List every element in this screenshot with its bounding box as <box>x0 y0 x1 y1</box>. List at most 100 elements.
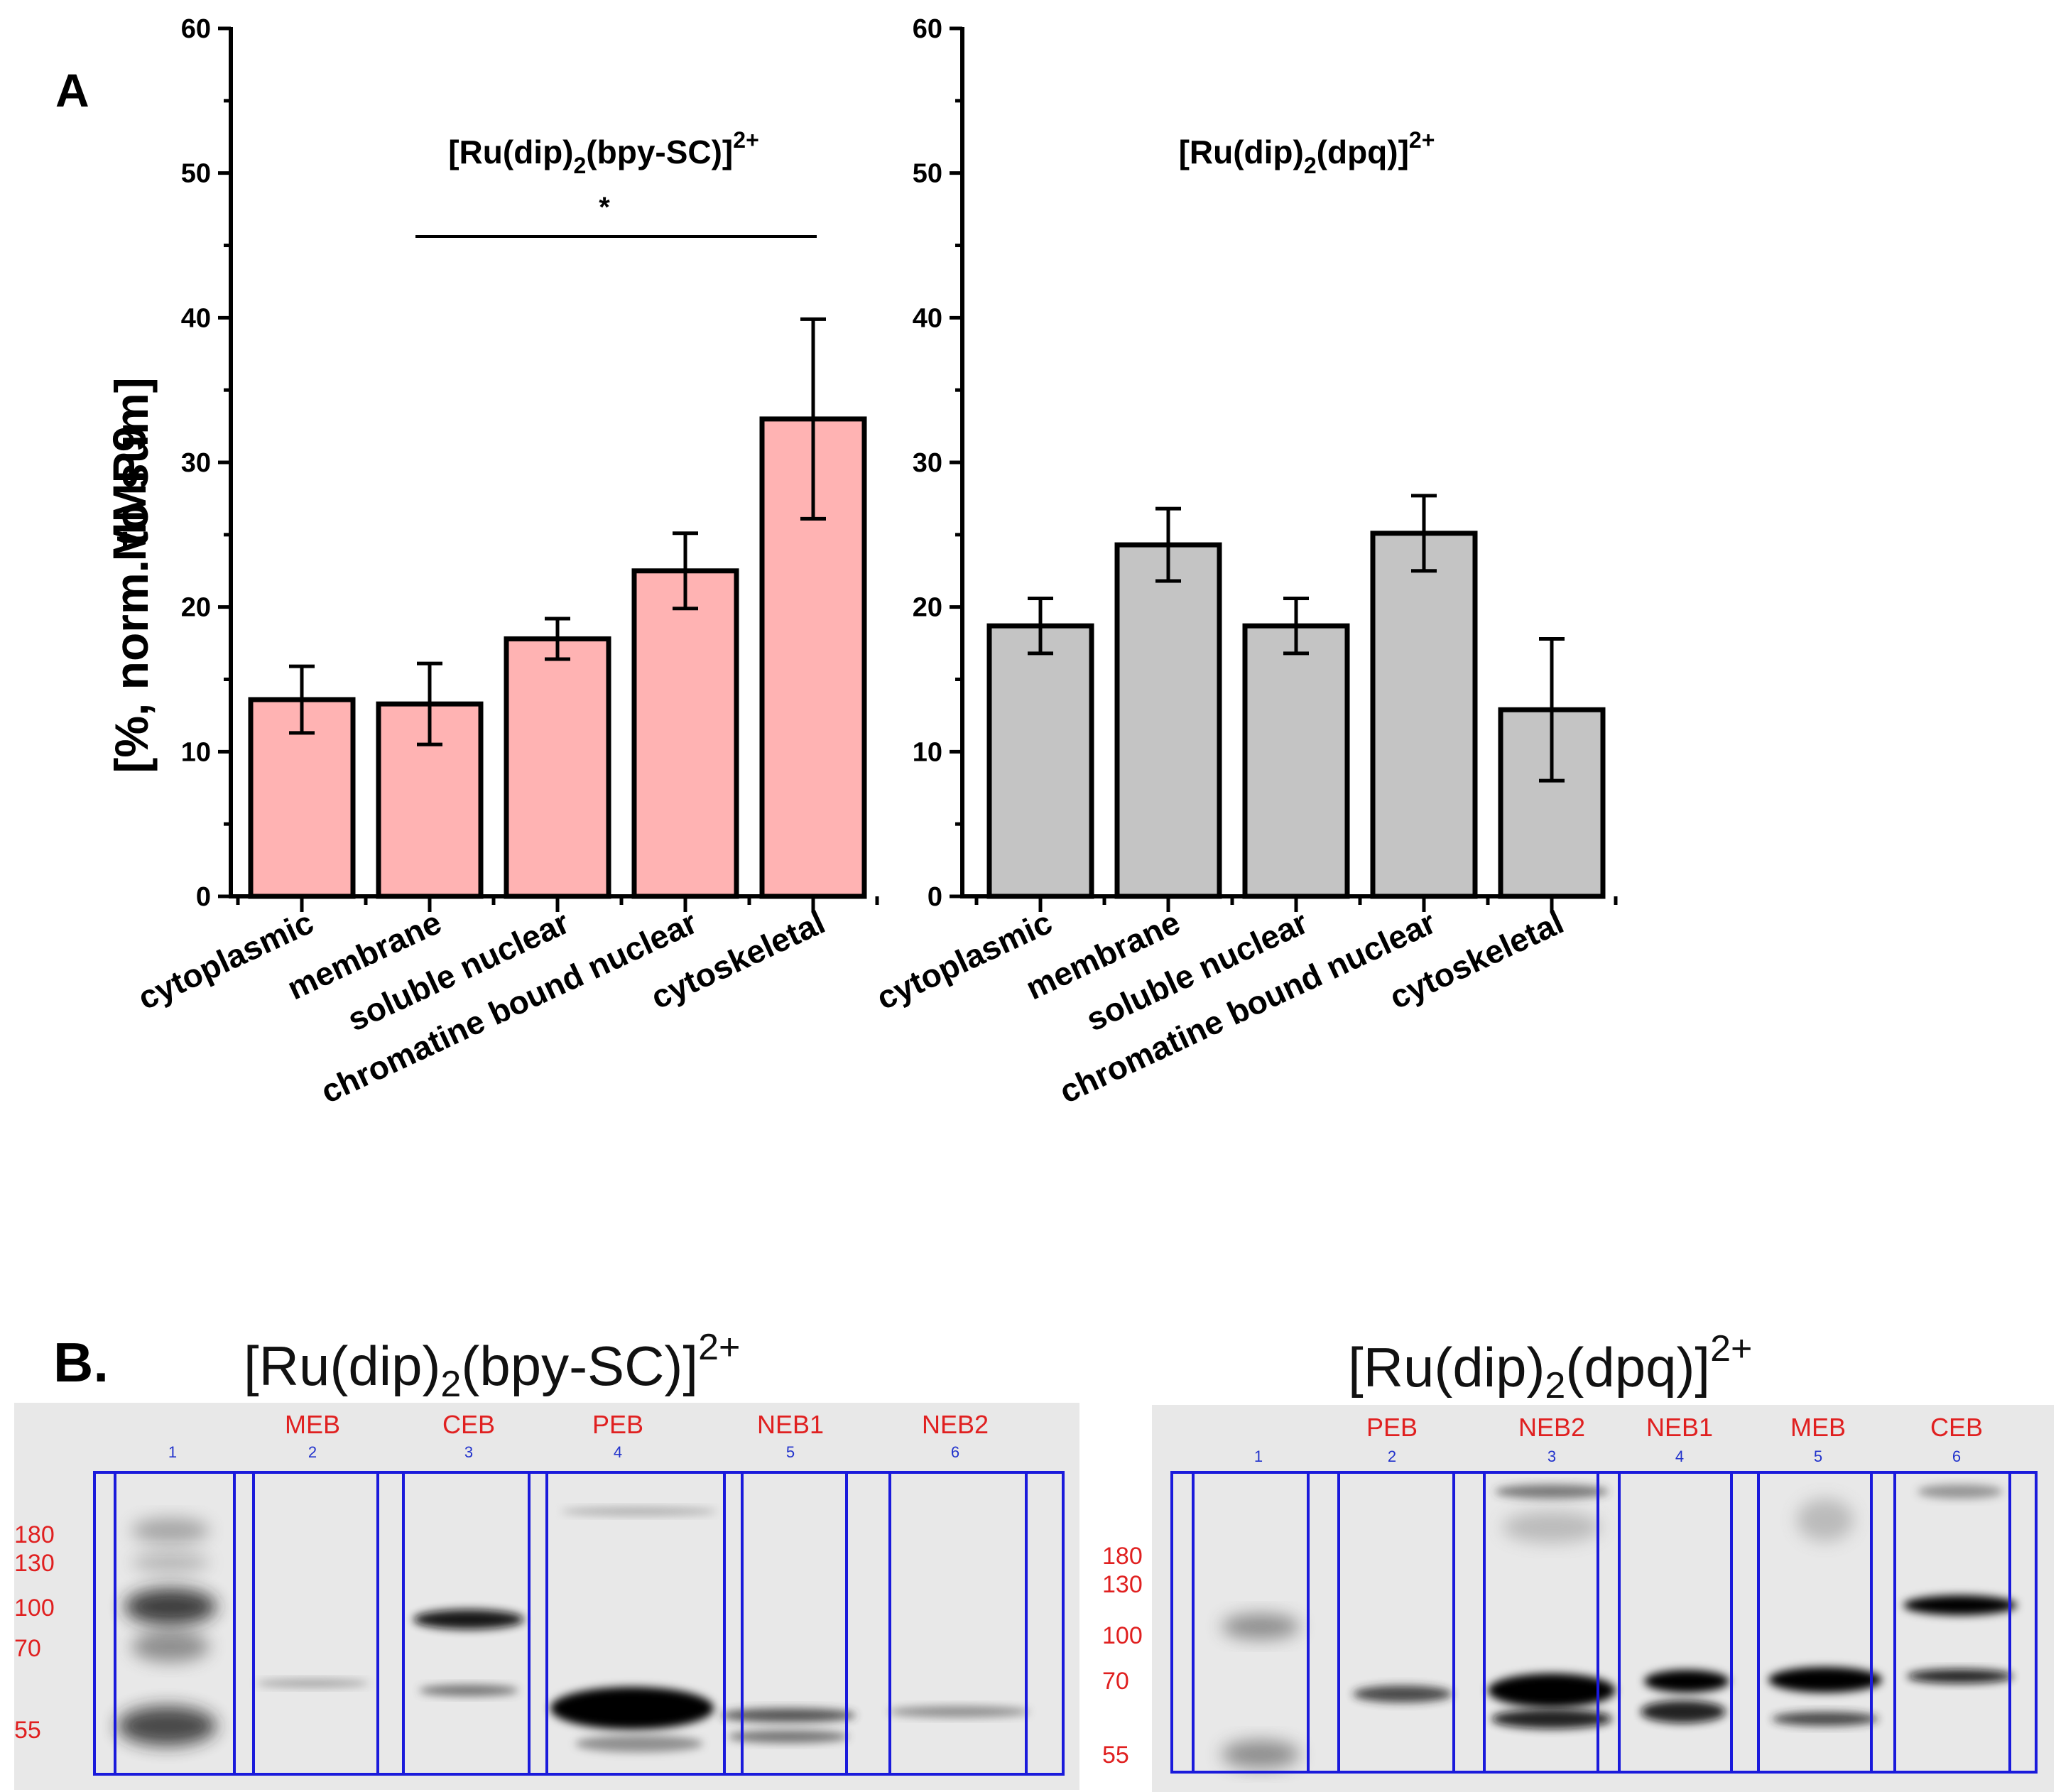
y-tick-label: 10 <box>913 737 942 767</box>
protein-band <box>1353 1685 1452 1703</box>
lane-number: 4 <box>614 1443 622 1461</box>
bar <box>1114 542 1222 899</box>
protein-band <box>1488 1673 1616 1707</box>
lane-frame <box>1170 1471 2038 1774</box>
blot-left-title-sub: 2 <box>440 1364 461 1405</box>
protein-band <box>575 1735 703 1752</box>
protein-band <box>1772 1712 1878 1726</box>
protein-band <box>1491 1709 1612 1729</box>
lane-name: MEB <box>1790 1413 1846 1442</box>
error-bar <box>289 664 315 735</box>
lane-number: 6 <box>1952 1448 1961 1465</box>
error-bar <box>800 317 826 521</box>
y-tick-label: 20 <box>181 593 211 623</box>
ladder-band <box>131 1553 210 1573</box>
chart-right: [Ru(dip)2(dpq)]2+ 0 10 20 30 40 50 60 cytoplas… <box>871 14 1618 1110</box>
y-tick-label: 10 <box>181 737 211 767</box>
lane-name: MEB <box>285 1410 340 1439</box>
blot-right-title-sup: 2+ <box>1710 1328 1752 1369</box>
y-tick-label: 0 <box>928 882 942 912</box>
chart-right-title: [Ru(dip)2(dpq)]2+ <box>1179 127 1435 178</box>
error-bar <box>417 661 442 746</box>
protein-band <box>1768 1667 1882 1693</box>
y-tick-label: 60 <box>913 14 942 44</box>
protein-band <box>728 1730 849 1743</box>
y-tick-label: 0 <box>196 882 211 912</box>
error-bar <box>1155 506 1181 583</box>
mw-marker-label: 130 <box>14 1550 55 1577</box>
blot-right-title-rest: (dpq)] <box>1565 1336 1710 1399</box>
protein-band <box>561 1507 717 1516</box>
blot-right-bands <box>1222 1484 2017 1769</box>
blot-left-title-base: [Ru(dip) <box>244 1335 440 1397</box>
significance-star: * <box>599 192 610 223</box>
bar <box>759 416 867 899</box>
ladder-band <box>124 1588 217 1625</box>
ladder-band <box>131 1518 210 1543</box>
lane-name: PEB <box>592 1410 643 1439</box>
ladder-band <box>1222 1614 1300 1639</box>
error-bar <box>1539 636 1565 783</box>
significance-marker: * <box>415 192 817 238</box>
mw-marker-label: 100 <box>14 1595 55 1622</box>
chart-right-title-sub: 2 <box>1304 153 1317 178</box>
error-bar <box>545 617 570 661</box>
y-tick-label: 30 <box>913 448 942 478</box>
mw-marker-label: 70 <box>1102 1668 1129 1695</box>
blot-right-title-sub: 2 <box>1545 1365 1565 1406</box>
lane-name: NEB1 <box>757 1410 824 1439</box>
blot-right-title-base: [Ru(dip) <box>1348 1336 1545 1399</box>
y-tick-label: 30 <box>181 448 211 478</box>
blot-right-background <box>1152 1405 2054 1792</box>
protein-band <box>1641 1700 1726 1723</box>
ladder-band <box>1222 1740 1300 1769</box>
protein-band <box>1918 1484 2003 1499</box>
blot-left-lane-boxes <box>93 1471 1065 1776</box>
lane-name: NEB2 <box>1518 1413 1585 1442</box>
error-bar <box>1283 596 1309 656</box>
lane-name: NEB2 <box>922 1410 989 1439</box>
lane-number: 4 <box>1675 1448 1684 1465</box>
chart-left-title: [Ru(dip)2(bpy-SC)]2+ <box>448 127 759 178</box>
ladder-band <box>131 1631 210 1662</box>
panel-a-letter: A <box>55 64 89 116</box>
chart-left-title-rest: (bpy-SC)] <box>586 134 733 170</box>
protein-band <box>1502 1511 1601 1543</box>
lane-name: NEB1 <box>1646 1413 1713 1442</box>
mw-marker-label: 55 <box>1102 1742 1129 1769</box>
protein-band <box>1495 1484 1609 1499</box>
lane-number: 6 <box>951 1443 959 1461</box>
protein-band <box>1797 1499 1854 1541</box>
blot-right-lane-boxes <box>1170 1471 2038 1774</box>
lane-number: 3 <box>464 1443 473 1461</box>
protein-band <box>888 1706 1030 1717</box>
lane-frame <box>93 1471 1065 1776</box>
chart-left-title-base: [Ru(dip) <box>448 134 573 170</box>
bar <box>986 623 1094 899</box>
blot-right-title: [Ru(dip)2(dpq)]2+ <box>1348 1328 1752 1406</box>
lane-number: 5 <box>1814 1448 1822 1465</box>
chart-right-title-base: [Ru(dip) <box>1179 134 1304 170</box>
protein-band <box>721 1708 856 1722</box>
y-tick-label: 40 <box>913 303 942 333</box>
protein-band <box>1903 1595 2017 1615</box>
mw-marker-label: 180 <box>14 1521 55 1548</box>
lane-number: 5 <box>786 1443 795 1461</box>
lane-name: PEB <box>1366 1413 1418 1442</box>
chart-right-title-sup: 2+ <box>1409 127 1435 153</box>
lane-number: 3 <box>1548 1448 1556 1465</box>
lane-name: CEB <box>442 1410 495 1439</box>
mw-marker-label: 70 <box>14 1635 41 1662</box>
protein-band <box>256 1679 369 1688</box>
chart-left-bars: * <box>248 192 867 899</box>
blot-left-bands <box>117 1507 1030 1752</box>
protein-band <box>419 1685 518 1696</box>
protein-band <box>1907 1669 2013 1683</box>
panel-b: B. [Ru(dip)2(bpy-SC)]2+ [Ru(dip)2(dpq)]2… <box>14 1327 2054 1792</box>
category-label: cytoplasmic <box>132 903 319 1017</box>
